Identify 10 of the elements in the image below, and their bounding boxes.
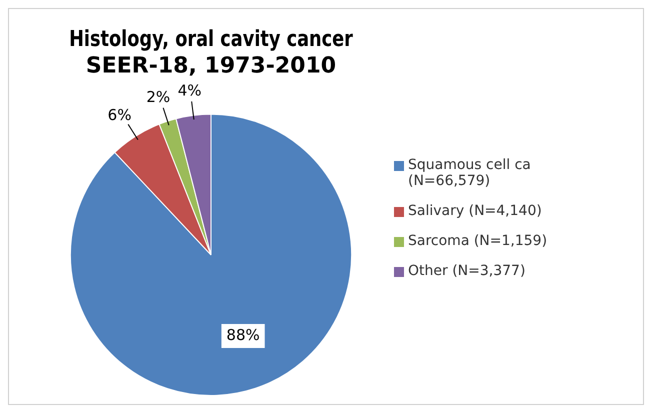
data-label: 88%: [226, 326, 260, 344]
text: SEER-18, 1973-2010: [86, 53, 336, 78]
text: Histology, oral cavity cancer: [69, 24, 353, 52]
data-label: 6%: [108, 106, 132, 124]
legend-label: Other (N=3,377): [408, 263, 526, 279]
data-label: 2%: [146, 88, 170, 106]
legend-label: Sarcoma (N=1,159): [408, 233, 548, 249]
legend-label: Squamous cell ca (N=66,579): [408, 157, 532, 189]
legend-label: Salivary (N=4,140): [408, 203, 543, 219]
data-label: 4%: [178, 81, 202, 100]
